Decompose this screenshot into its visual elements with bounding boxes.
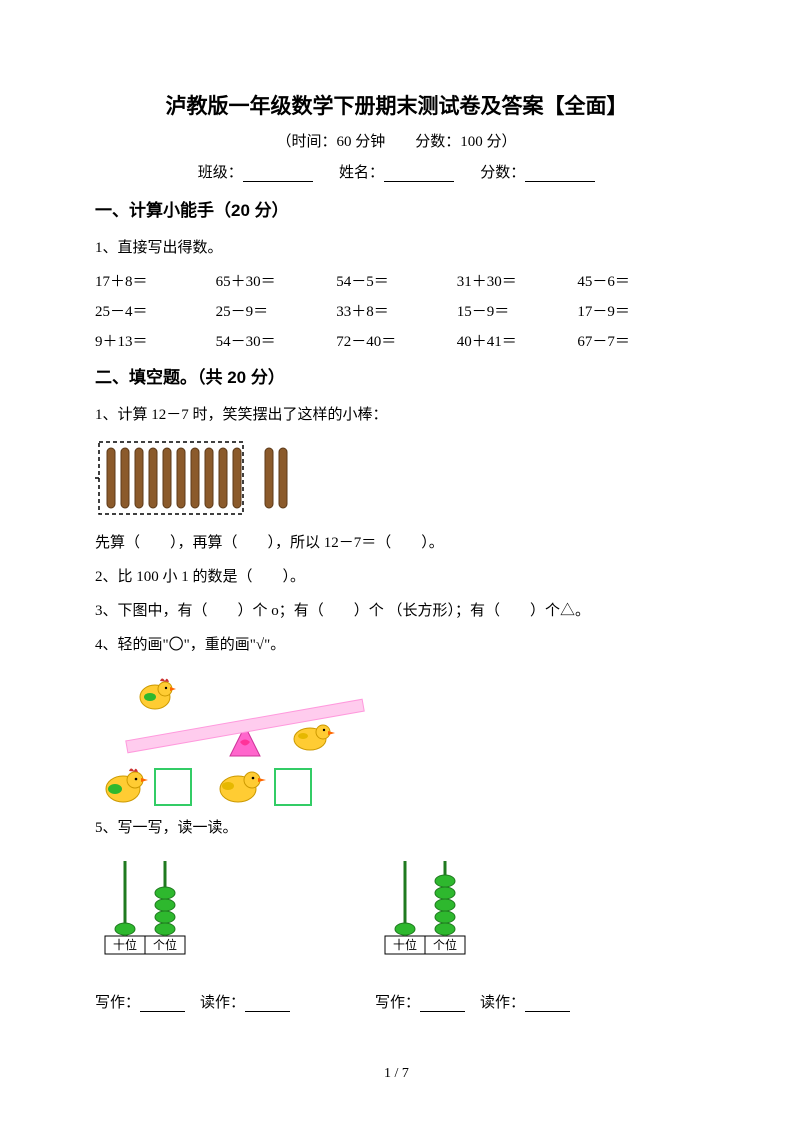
calc-cell: 31＋30＝ [457, 267, 578, 297]
page-title: 泸教版一年级数学下册期末测试卷及答案【全面】 [95, 90, 698, 120]
calc-cell: 72－40＝ [336, 327, 457, 357]
calc-cell: 54－30＝ [216, 327, 337, 357]
score-blank[interactable] [525, 167, 595, 182]
tens-label: 十位 [393, 937, 417, 952]
abacus-right: 十位 个位 [375, 861, 655, 961]
calc-cell: 54－5＝ [336, 267, 457, 297]
write-label: 写作： [375, 995, 420, 1011]
read-blank[interactable] [245, 997, 290, 1012]
calc-cell: 40＋41＝ [457, 327, 578, 357]
calc-cell: 9＋13＝ [95, 327, 216, 357]
ones-label: 个位 [433, 937, 457, 952]
calc-cell: 67－7＝ [577, 327, 698, 357]
calc-row-1: 25－4＝ 25－9＝ 33＋8＝ 15－9＝ 17－9＝ [95, 297, 698, 327]
write-cell-left: 写作： 读作： [95, 991, 375, 1012]
sticks-diagram [95, 438, 698, 518]
calc-row-2: 9＋13＝ 54－30＝ 72－40＝ 40＋41＝ 67－7＝ [95, 327, 698, 357]
class-label: 班级： [198, 165, 243, 181]
calc-cell: 33＋8＝ [336, 297, 457, 327]
score-label: 分数： [480, 165, 525, 181]
name-label: 姓名： [339, 165, 384, 181]
q2-2: 2、比 100 小 1 的数是（ ）。 [95, 562, 698, 592]
page-number: 1 / 7 [0, 1066, 793, 1082]
calc-cell: 15－9＝ [457, 297, 578, 327]
abacus-row: 十位 个位 十位 个位 [95, 861, 698, 961]
calc-cell: 25－9＝ [216, 297, 337, 327]
ones-label: 个位 [153, 937, 177, 952]
seesaw-diagram [95, 664, 698, 809]
q2-1: 1、计算 12－7 时，笑笑摆出了这样的小棒： [95, 400, 698, 430]
class-blank[interactable] [243, 167, 313, 182]
q2-4: 4、轻的画"〇"，重的画"√"。 [95, 630, 698, 660]
write-blank[interactable] [420, 997, 465, 1012]
calc-cell: 17＋8＝ [95, 267, 216, 297]
write-cell-right: 写作： 读作： [375, 991, 655, 1012]
q2-1b: 先算（ ），再算（ ），所以 12－7＝（ ）。 [95, 528, 698, 558]
section2-heading: 二、填空题。（共 20 分） [95, 363, 698, 388]
q2-5: 5、写一写，读一读。 [95, 813, 698, 843]
abacus-left: 十位 个位 [95, 861, 375, 961]
calc-cell: 45－6＝ [577, 267, 698, 297]
q2-3: 3、下图中，有（ ）个 o；有（ ）个 （长方形）；有（ ）个△。 [95, 596, 698, 626]
read-label: 读作： [200, 995, 245, 1011]
write-row: 写作： 读作： 写作： 读作： [95, 991, 698, 1012]
section1-heading: 一、计算小能手（20 分） [95, 196, 698, 221]
read-label: 读作： [480, 995, 525, 1011]
calc-cell: 17－9＝ [577, 297, 698, 327]
subtitle: （时间：60 分钟 分数：100 分） [95, 130, 698, 151]
write-label: 写作： [95, 995, 140, 1011]
name-blank[interactable] [384, 167, 454, 182]
q1-1: 1、直接写出得数。 [95, 233, 698, 263]
calc-cell: 65＋30＝ [216, 267, 337, 297]
write-blank[interactable] [140, 997, 185, 1012]
calc-cell: 25－4＝ [95, 297, 216, 327]
info-line: 班级： 姓名： 分数： [95, 161, 698, 182]
tens-label: 十位 [113, 937, 137, 952]
calc-row-0: 17＋8＝ 65＋30＝ 54－5＝ 31＋30＝ 45－6＝ [95, 267, 698, 297]
read-blank[interactable] [525, 997, 570, 1012]
